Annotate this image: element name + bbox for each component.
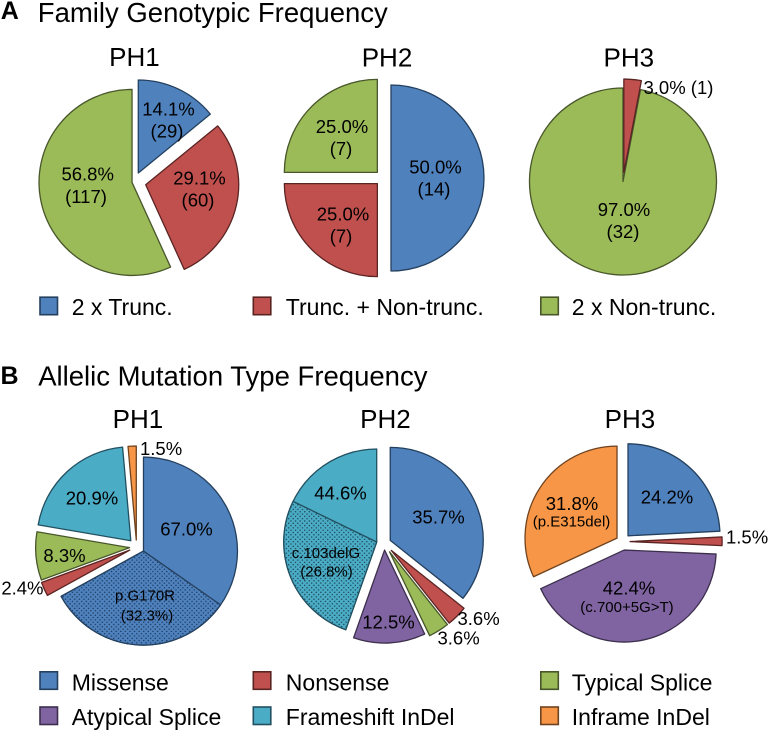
svg-text:31.8%: 31.8% (546, 493, 598, 514)
svg-text:25.0%: 25.0% (316, 116, 368, 137)
svg-text:25.0%: 25.0% (317, 204, 369, 225)
svg-text:(117): (117) (65, 186, 107, 207)
svg-text:Family Genotypic Frequency: Family Genotypic Frequency (38, 0, 388, 28)
svg-text:(26.8%): (26.8%) (300, 564, 353, 581)
svg-text:3.0% (1): 3.0% (1) (644, 77, 714, 98)
svg-text:1.5%: 1.5% (726, 527, 768, 548)
svg-text:Trunc. + Non-trunc.: Trunc. + Non-trunc. (286, 294, 484, 320)
svg-text:(32): (32) (607, 221, 640, 242)
svg-text:20.9%: 20.9% (66, 488, 118, 509)
svg-text:8.3%: 8.3% (43, 545, 85, 566)
svg-text:(7): (7) (330, 138, 353, 159)
svg-text:B: B (1, 362, 19, 390)
svg-text:14.1%: 14.1% (142, 99, 194, 120)
svg-text:3.6%: 3.6% (438, 628, 480, 649)
svg-text:97.0%: 97.0% (598, 199, 650, 220)
svg-text:12.5%: 12.5% (362, 612, 414, 633)
svg-text:2.4%: 2.4% (1, 578, 43, 599)
svg-text:35.7%: 35.7% (412, 507, 464, 528)
svg-text:Atypical Splice: Atypical Splice (72, 704, 222, 730)
svg-text:(c.700+5G>T): (c.700+5G>T) (580, 599, 673, 616)
svg-text:Frameshift InDel: Frameshift InDel (286, 704, 455, 730)
svg-text:Allelic Mutation Type Frequenc: Allelic Mutation Type Frequency (38, 361, 428, 392)
svg-text:42.4%: 42.4% (603, 578, 655, 599)
svg-text:Nonsense: Nonsense (286, 669, 390, 695)
svg-text:c.103delG: c.103delG (292, 545, 360, 562)
svg-text:3.6%: 3.6% (458, 608, 500, 629)
svg-text:PH1: PH1 (109, 42, 160, 72)
svg-text:56.8%: 56.8% (61, 164, 113, 185)
svg-text:(14): (14) (418, 179, 451, 200)
svg-text:PH2: PH2 (362, 43, 413, 73)
svg-text:PH3: PH3 (605, 404, 656, 434)
svg-text:(60): (60) (182, 190, 215, 211)
svg-text:PH3: PH3 (604, 42, 655, 72)
svg-text:2 x Non-trunc.: 2 x Non-trunc. (572, 294, 716, 320)
svg-text:Inframe InDel: Inframe InDel (572, 704, 710, 730)
svg-text:29.1%: 29.1% (173, 168, 225, 189)
svg-text:2 x Trunc.: 2 x Trunc. (72, 294, 173, 320)
svg-text:PH1: PH1 (113, 404, 164, 434)
svg-text:(29): (29) (151, 121, 184, 142)
svg-text:24.2%: 24.2% (641, 487, 693, 508)
svg-text:67.0%: 67.0% (160, 519, 212, 540)
svg-text:PH2: PH2 (360, 404, 411, 434)
svg-text:(32.3%): (32.3%) (121, 608, 174, 625)
svg-text:(7): (7) (330, 226, 353, 247)
svg-text:A: A (1, 0, 19, 25)
svg-text:(p.E315del): (p.E315del) (533, 514, 611, 531)
svg-text:1.5%: 1.5% (140, 438, 182, 459)
svg-text:50.0%: 50.0% (409, 157, 461, 178)
svg-text:Missense: Missense (72, 669, 169, 695)
svg-text:44.6%: 44.6% (314, 483, 366, 504)
svg-text:Typical Splice: Typical Splice (572, 669, 713, 695)
svg-text:p.G170R: p.G170R (115, 588, 175, 605)
